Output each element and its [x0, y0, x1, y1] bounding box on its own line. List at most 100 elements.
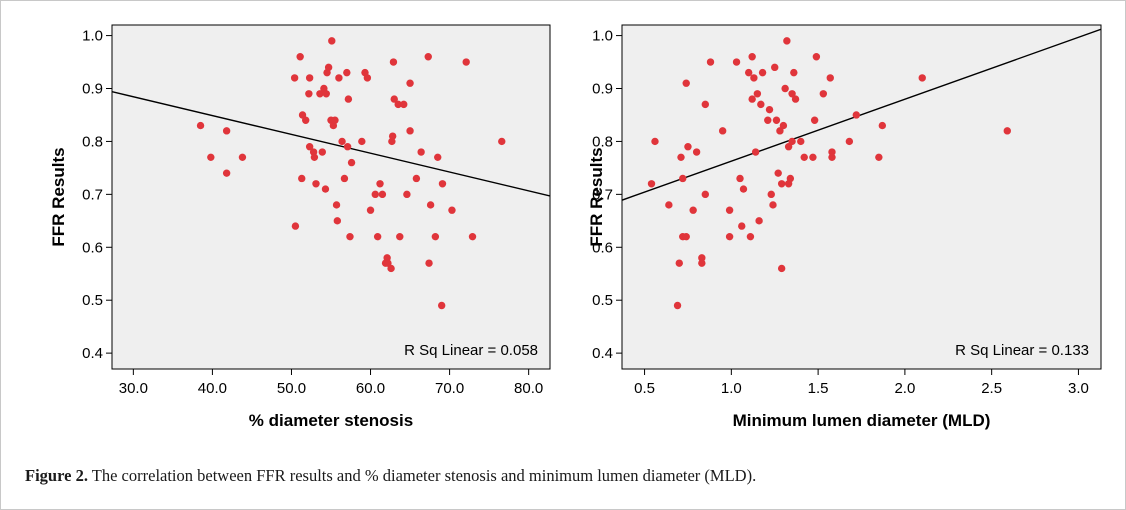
data-point: [305, 74, 314, 82]
chart-1: 0.4 0.5 0.6 0.7 0.8 0.9 1.0 30.0 40.0 50.0 60.0 70.…: [49, 24, 551, 430]
y-tick-label: 0.7: [82, 186, 103, 203]
x-axis-label: % diameter stenosis: [249, 411, 413, 430]
data-point: [765, 105, 774, 114]
data-point: [739, 185, 748, 193]
data-point: [373, 232, 382, 241]
data-point: [810, 116, 819, 124]
data-point: [918, 74, 926, 82]
data-point: [826, 74, 834, 82]
data-point: [772, 116, 781, 124]
data-point: [665, 201, 673, 209]
data-point: [207, 153, 215, 162]
data-point: [312, 180, 320, 188]
data-point: [346, 232, 354, 241]
data-point: [291, 222, 300, 230]
y-tick-label: 0.4: [82, 345, 103, 362]
y-tick-label: 0.6: [82, 239, 103, 256]
data-point: [750, 74, 758, 82]
data-point: [343, 68, 351, 77]
data-point: [438, 180, 447, 188]
data-point: [333, 217, 342, 225]
data-point: [434, 153, 442, 162]
data-point: [358, 137, 366, 146]
data-point: [417, 148, 425, 156]
x-tick-label: 2.0: [894, 380, 915, 397]
y-axis-label: FFR Results: [49, 147, 68, 246]
data-point: [701, 100, 710, 109]
data-point: [406, 127, 414, 135]
data-point: [363, 74, 372, 82]
y-tick-label: 1.0: [82, 28, 103, 45]
data-point: [338, 137, 346, 146]
data-point: [366, 206, 375, 214]
data-point: [852, 111, 860, 119]
data-point: [332, 201, 341, 209]
data-point: [790, 68, 798, 77]
data-point: [344, 95, 353, 103]
data-point: [222, 127, 231, 135]
data-point: [378, 190, 387, 199]
data-point: [331, 116, 339, 124]
regression-line: [622, 28, 1101, 201]
data-point: [462, 58, 470, 66]
data-point: [343, 143, 352, 151]
data-point: [679, 174, 687, 183]
data-point: [396, 232, 404, 241]
data-point: [335, 74, 343, 82]
x-tick-label: 40.0: [198, 380, 227, 397]
data-point: [788, 90, 796, 98]
y-tick-label: 0.6: [592, 239, 613, 256]
x-tick-label: 60.0: [356, 380, 385, 397]
data-point: [828, 153, 836, 162]
data-point: [238, 153, 247, 162]
x-tick-label: 0.5: [634, 380, 655, 397]
data-point: [698, 254, 706, 262]
data-point: [196, 121, 205, 130]
data-point: [675, 259, 683, 267]
data-point: [682, 232, 690, 241]
data-point: [875, 153, 883, 162]
data-point: [771, 63, 779, 72]
data-point: [322, 90, 330, 98]
data-point: [777, 264, 786, 273]
data-point: [498, 137, 506, 146]
data-point: [698, 259, 706, 267]
x-tick-label: 80.0: [514, 380, 543, 397]
figure-caption: Figure 2. The correlation between FFR re…: [25, 466, 756, 486]
r-squared-annotation: R Sq Linear = 0.058: [404, 342, 538, 359]
data-point: [403, 190, 411, 199]
figure-caption-text: The correlation between FFR results and …: [87, 466, 757, 485]
chart-2: 0.4 0.5 0.6 0.7 0.8 0.9 1.0 0.5 1.0 1.5 2.0 2.5 3.0 M…: [587, 24, 1102, 430]
r-squared-annotation: R Sq Linear = 0.133: [955, 342, 1089, 359]
data-point: [769, 201, 777, 209]
data-point: [310, 153, 319, 162]
data-point: [394, 100, 402, 109]
data-point: [426, 201, 435, 209]
x-tick-label: 3.0: [1068, 380, 1089, 397]
data-point: [791, 95, 800, 103]
data-point: [684, 143, 692, 151]
data-point: [744, 68, 753, 77]
y-tick-label: 0.9: [82, 81, 103, 98]
data-point: [781, 84, 789, 93]
data-point: [819, 90, 828, 98]
x-axis-label: Minimum lumen diameter (MLD): [733, 411, 991, 430]
data-point: [677, 153, 685, 162]
data-point: [389, 58, 398, 66]
data-point: [764, 116, 772, 124]
data-point: [431, 232, 440, 241]
x-tick-label: 1.0: [721, 380, 742, 397]
data-point: [468, 232, 477, 241]
data-point: [706, 58, 715, 66]
data-point: [412, 174, 421, 183]
data-point: [305, 143, 314, 151]
data-point: [400, 100, 408, 109]
data-point: [776, 127, 784, 135]
data-point: [748, 95, 756, 103]
data-point: [376, 180, 384, 188]
data-point: [321, 185, 330, 193]
data-point: [788, 137, 796, 146]
y-tick-label: 0.5: [82, 292, 103, 309]
y-tick-label: 0.7: [592, 186, 613, 203]
